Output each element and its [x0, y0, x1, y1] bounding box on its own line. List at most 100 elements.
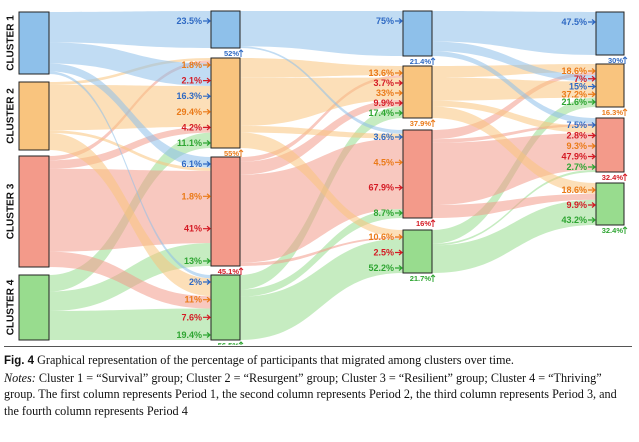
node-c1-period4	[595, 11, 625, 56]
transition-percent-label: 2%	[189, 277, 202, 287]
arrow-icon	[588, 122, 596, 128]
up-arrow-icon	[430, 274, 436, 282]
flow-c3-to-c3-period3	[432, 133, 596, 206]
transition-percent-label: 7.5%	[566, 120, 587, 130]
transition-percent-label: 1.8%	[181, 60, 202, 70]
transition-percent-label: 47.9%	[561, 152, 587, 162]
figure-number: Fig. 4	[4, 355, 35, 367]
cluster-label-c4: CLUSTER 4	[6, 279, 17, 335]
node-c3-period1	[18, 155, 50, 268]
arrow-icon	[588, 68, 596, 74]
flow-c4-to-c4-period2	[240, 238, 403, 340]
label-layer: 23.5% 1.8% 2.1% 16.3% 29.4% 4.2% 11.1% 6.1% 1.8%…	[6, 15, 628, 345]
retention-footnote: 21.7%	[410, 274, 432, 283]
arrow-icon	[203, 62, 211, 68]
retention-footnote: 32.4%	[602, 226, 624, 235]
arrow-icon	[395, 18, 403, 24]
transition-percent-label: 7.6%	[181, 312, 202, 322]
flow-c2-to-c2-period2	[240, 58, 403, 78]
retention-footnote: 52%	[224, 49, 239, 58]
arrow-icon	[395, 80, 403, 86]
arrow-icon	[588, 19, 596, 25]
transition-percent-label: 75%	[376, 16, 394, 26]
arrow-icon	[203, 225, 211, 232]
flow-c1-to-c1-period2	[240, 11, 403, 56]
node-c1-period1	[18, 11, 50, 75]
cluster-label-c2: CLUSTER 2	[6, 88, 17, 144]
retention-footnote: 16%	[416, 219, 431, 228]
node-c2-period2	[210, 57, 241, 149]
retention-footnote: 37.9%	[410, 119, 432, 128]
node-c4-period3	[402, 229, 433, 274]
transition-percent-label: 3.6%	[373, 132, 394, 142]
arrow-icon	[203, 18, 211, 24]
transition-percent-label: 21.6%	[561, 97, 587, 107]
flow-c2-to-c2-period3	[432, 64, 596, 78]
up-arrow-icon	[238, 149, 244, 157]
arrow-icon	[588, 83, 596, 90]
arrow-icon	[588, 132, 596, 139]
transition-percent-label: 37.2%	[561, 89, 587, 99]
transition-percent-label: 19.4%	[176, 330, 202, 340]
arrow-icon	[395, 210, 403, 216]
flow-c2-to-c2-period2	[240, 77, 403, 126]
transition-percent-label: 43.2%	[561, 215, 587, 225]
flow-c1-to-c2-period1	[49, 42, 211, 87]
transition-percent-label: 2.7%	[566, 162, 587, 172]
transition-percent-label: 4.5%	[373, 157, 394, 167]
node-c3-period2	[210, 156, 241, 267]
transition-percent-label: 6.1%	[181, 159, 202, 169]
node-c3-period3	[402, 129, 433, 219]
notes-text: Cluster 1 = “Survival” group; Cluster 2 …	[4, 370, 617, 418]
node-c3-period4	[595, 117, 625, 173]
flow-c2-to-c4-period1	[49, 133, 211, 297]
arrow-icon	[395, 100, 403, 106]
caption-divider	[4, 346, 632, 347]
arrow-icon	[203, 108, 211, 115]
transition-percent-label: 23.5%	[176, 16, 202, 26]
arrow-icon	[203, 161, 211, 167]
node-c4-period4	[595, 182, 625, 226]
transition-percent-label: 1.8%	[181, 191, 202, 201]
transition-percent-label: 33%	[376, 88, 394, 98]
node-c4-period1	[18, 274, 50, 341]
transition-percent-label: 11.1%	[177, 138, 202, 148]
retention-footnote: 55%	[224, 149, 239, 158]
flow-c3-to-c4-period1	[49, 251, 211, 309]
retention-footnote: 32.4%	[602, 173, 624, 182]
arrow-icon	[203, 77, 211, 84]
node-c2-period3	[402, 65, 433, 119]
up-arrow-icon	[238, 267, 244, 275]
arrow-icon	[588, 75, 596, 82]
arrow-icon	[203, 258, 211, 264]
arrow-icon	[588, 153, 596, 160]
transition-percent-label: 2.5%	[373, 248, 394, 258]
transition-percent-label: 10.6%	[368, 232, 394, 242]
arrow-icon	[588, 164, 596, 170]
arrow-icon	[395, 159, 403, 166]
cluster-label-c3: CLUSTER 3	[6, 183, 17, 239]
up-arrow-icon	[238, 341, 244, 345]
transition-percent-label: 2.1%	[181, 76, 202, 86]
transition-percent-label: 3.7%	[373, 78, 394, 88]
transition-percent-label: 41%	[184, 224, 202, 234]
arrow-icon	[588, 187, 596, 193]
flow-c2-to-c4-period2	[240, 132, 403, 237]
arrow-icon	[395, 184, 403, 191]
flow-c3-to-c4-period2	[240, 236, 403, 266]
transition-percent-label: 8.7%	[373, 208, 394, 218]
flow-layer	[49, 11, 596, 340]
flow-c2-to-c3-period1	[49, 130, 211, 171]
arrow-icon	[395, 265, 403, 271]
caption-notes: Notes: Cluster 1 = “Survival” group; Clu…	[4, 370, 632, 420]
retention-footnote: 45.1%	[218, 267, 240, 276]
arrow-icon	[395, 110, 403, 116]
cluster-migration-diagram: 23.5% 1.8% 2.1% 16.3% 29.4% 4.2% 11.1% 6.1% 1.8%…	[6, 10, 628, 345]
transition-percent-label: 29.4%	[176, 107, 202, 117]
transition-percent-label: 47.5%	[561, 17, 587, 27]
transition-percent-label: 67.9%	[368, 183, 394, 193]
arrow-icon	[203, 124, 211, 131]
node-c1-period3	[402, 10, 433, 57]
transition-percent-label: 9.9%	[566, 200, 587, 210]
flow-c1-to-c3-period3	[432, 51, 596, 124]
